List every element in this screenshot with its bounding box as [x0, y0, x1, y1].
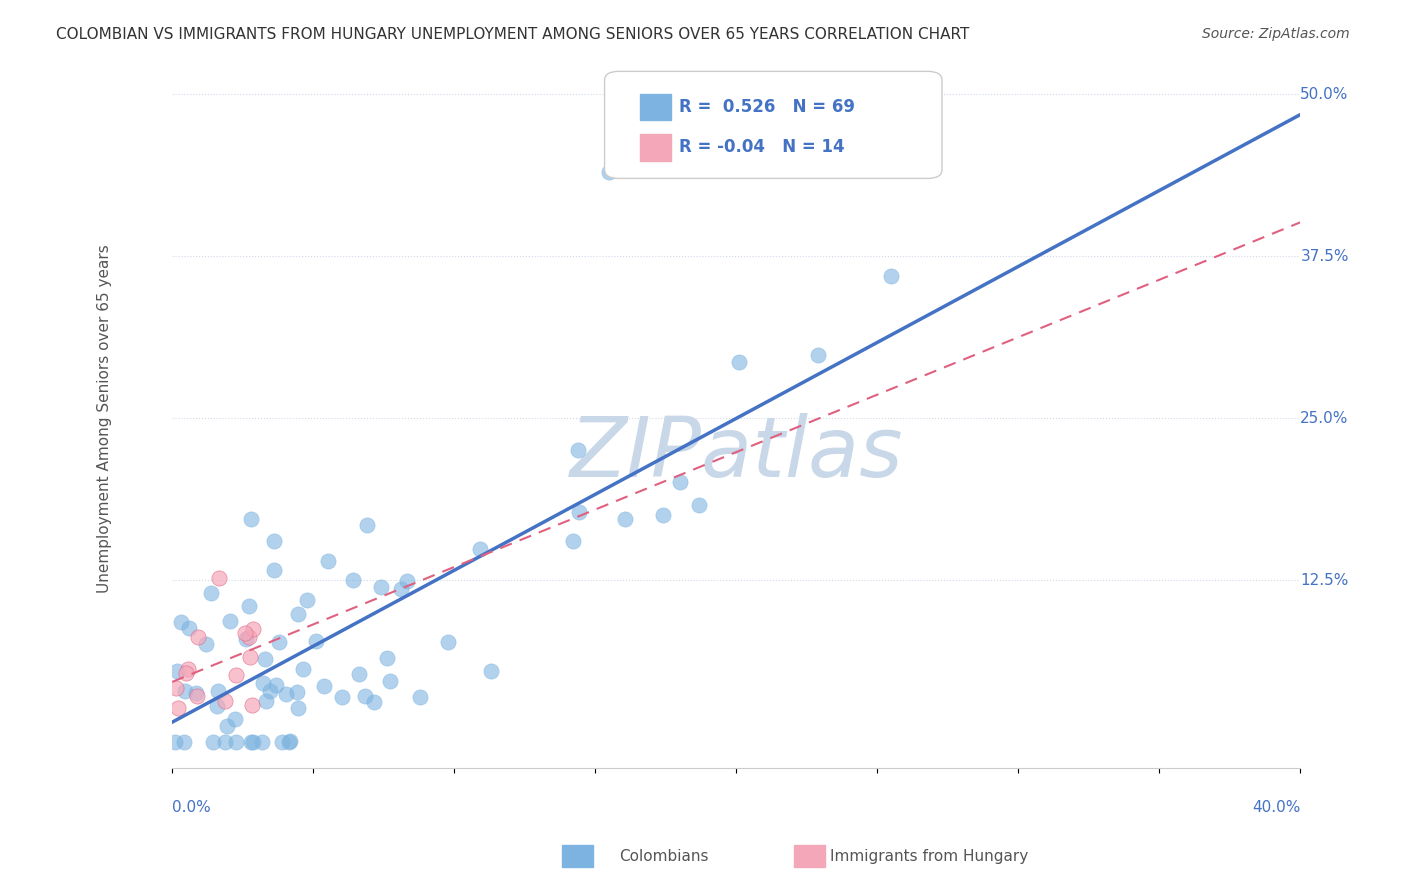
- Point: [225, 735, 247, 749]
- Point: [316, 554, 339, 568]
- Point: [880, 268, 903, 283]
- Point: [389, 582, 412, 596]
- Point: [240, 511, 263, 525]
- Point: [215, 719, 238, 733]
- Point: [254, 652, 277, 666]
- Point: [165, 681, 187, 695]
- Point: [201, 735, 224, 749]
- Point: [186, 686, 208, 700]
- Point: [233, 625, 256, 640]
- Text: 25.0%: 25.0%: [1301, 410, 1348, 425]
- Point: [276, 687, 298, 701]
- Point: [562, 534, 585, 549]
- Point: [214, 693, 236, 707]
- Text: Colombians: Colombians: [619, 849, 709, 863]
- Point: [568, 505, 591, 519]
- Point: [292, 662, 315, 676]
- Point: [481, 664, 503, 678]
- Point: [186, 689, 208, 703]
- Point: [165, 735, 187, 749]
- Text: R =  0.526   N = 69: R = 0.526 N = 69: [679, 98, 855, 116]
- Point: [287, 685, 309, 699]
- Point: [173, 735, 195, 749]
- Point: [353, 689, 375, 703]
- Point: [264, 678, 287, 692]
- Text: Source: ZipAtlas.com: Source: ZipAtlas.com: [1202, 27, 1350, 41]
- Text: 50.0%: 50.0%: [1301, 87, 1348, 102]
- Text: COLOMBIAN VS IMMIGRANTS FROM HUNGARY UNEMPLOYMENT AMONG SENIORS OVER 65 YEARS CO: COLOMBIAN VS IMMIGRANTS FROM HUNGARY UNE…: [56, 27, 970, 42]
- Point: [728, 355, 751, 369]
- Point: [252, 676, 274, 690]
- Text: Unemployment Among Seniors over 65 years: Unemployment Among Seniors over 65 years: [97, 244, 112, 592]
- Point: [166, 664, 188, 678]
- Text: Immigrants from Hungary: Immigrants from Hungary: [830, 849, 1028, 863]
- Point: [688, 498, 710, 512]
- Point: [278, 735, 301, 749]
- Text: R = -0.04   N = 14: R = -0.04 N = 14: [679, 138, 845, 156]
- Point: [396, 574, 419, 588]
- Point: [287, 701, 309, 715]
- Point: [409, 690, 432, 705]
- Point: [436, 635, 458, 649]
- Point: [174, 666, 197, 681]
- Point: [242, 735, 264, 749]
- Point: [375, 651, 398, 665]
- Point: [235, 632, 257, 646]
- Point: [614, 511, 637, 525]
- Point: [218, 614, 240, 628]
- Text: 40.0%: 40.0%: [1251, 800, 1301, 815]
- Point: [363, 695, 385, 709]
- Point: [807, 348, 830, 362]
- Point: [174, 684, 197, 698]
- Point: [240, 698, 263, 713]
- Point: [170, 615, 193, 629]
- Point: [252, 735, 274, 749]
- Point: [349, 666, 371, 681]
- Point: [468, 541, 491, 556]
- Point: [254, 694, 277, 708]
- Point: [278, 734, 301, 748]
- Point: [238, 599, 260, 613]
- Point: [267, 634, 290, 648]
- Point: [314, 680, 336, 694]
- Point: [332, 690, 354, 704]
- Point: [224, 712, 246, 726]
- Point: [205, 699, 228, 714]
- Point: [378, 673, 401, 688]
- Point: [214, 735, 236, 749]
- Point: [239, 649, 262, 664]
- Point: [356, 517, 378, 532]
- Point: [225, 668, 247, 682]
- Text: 12.5%: 12.5%: [1301, 573, 1348, 588]
- Point: [194, 637, 217, 651]
- Point: [200, 586, 222, 600]
- Point: [239, 735, 262, 749]
- Point: [598, 165, 620, 179]
- Point: [207, 684, 229, 698]
- Point: [295, 592, 318, 607]
- Point: [187, 630, 209, 644]
- Point: [668, 475, 690, 489]
- Point: [238, 630, 260, 644]
- Point: [208, 571, 231, 585]
- Point: [370, 580, 392, 594]
- Point: [242, 622, 264, 636]
- Text: 37.5%: 37.5%: [1301, 249, 1348, 264]
- Point: [287, 607, 309, 621]
- Point: [263, 533, 285, 548]
- Point: [652, 508, 675, 523]
- Point: [166, 701, 188, 715]
- Point: [567, 443, 589, 458]
- Point: [263, 563, 285, 577]
- Point: [342, 573, 364, 587]
- Point: [271, 735, 294, 749]
- Point: [177, 621, 200, 635]
- Point: [176, 662, 198, 676]
- Text: 0.0%: 0.0%: [173, 800, 211, 815]
- Point: [259, 683, 281, 698]
- Point: [305, 633, 328, 648]
- Text: ZIPatlas: ZIPatlas: [569, 413, 903, 493]
